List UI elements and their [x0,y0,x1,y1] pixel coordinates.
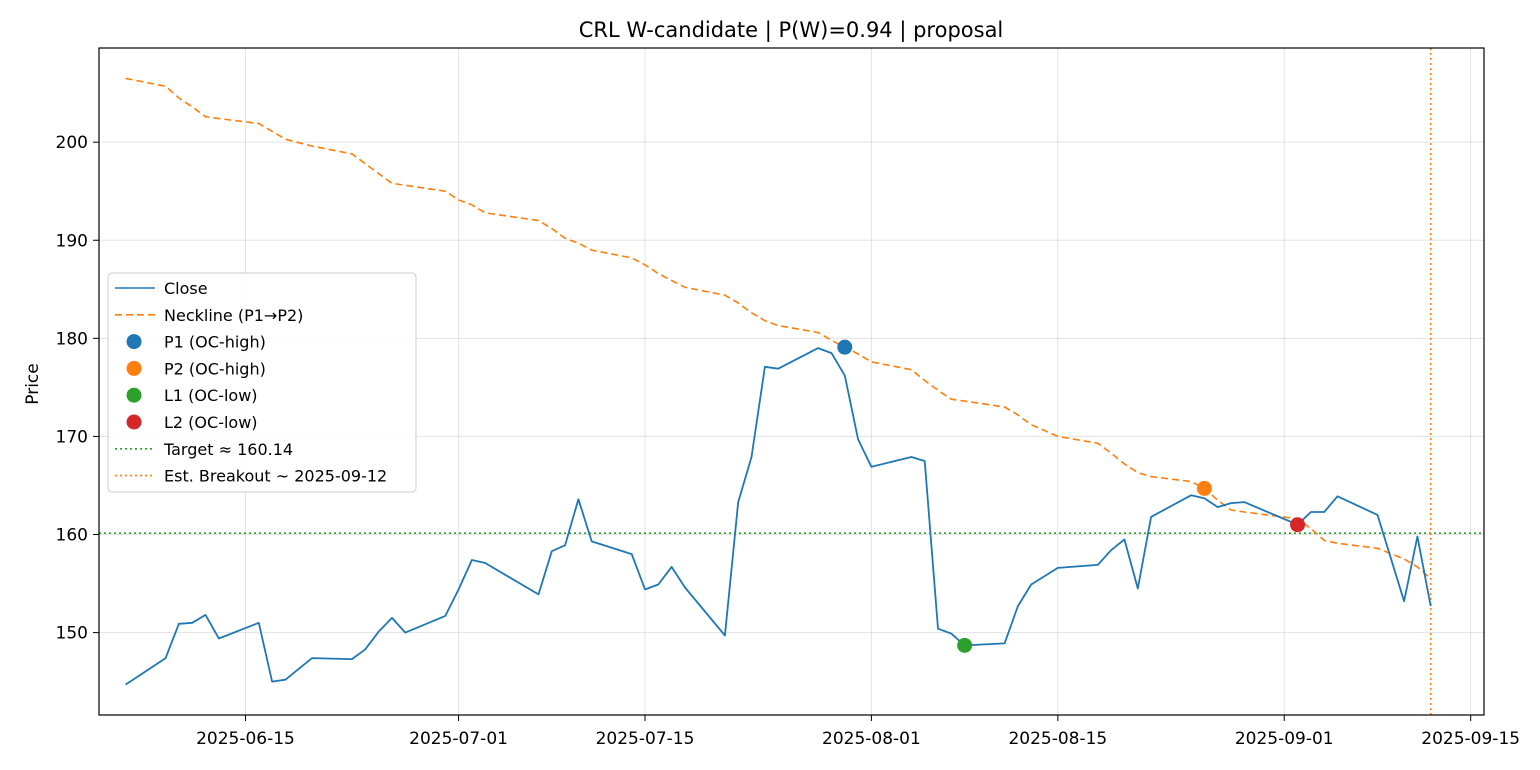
legend-label: Neckline (P1→P2) [164,306,303,325]
legend-label: P1 (OC-high) [164,333,266,352]
marker-l1 [957,637,973,653]
legend-label: L2 (OC-low) [164,413,258,432]
legend-label: Est. Breakout ~ 2025-09-12 [164,467,387,486]
y-tick-label: 180 [56,329,88,349]
x-tick-label: 2025-08-01 [822,729,921,749]
marker-l2 [1290,517,1306,533]
legend-label: L1 (OC-low) [164,386,258,405]
legend-swatch [126,387,142,403]
chart-title: CRL W-candidate | P(W)=0.94 | proposal [579,18,1004,43]
close-series [125,347,1432,686]
y-tick-label: 200 [56,133,88,153]
legend-label: Target ≈ 160.14 [163,440,293,459]
plot-frame [98,47,1485,716]
y-tick-label: 150 [56,624,88,644]
legend-swatch [126,360,142,376]
point-markers [837,339,1306,653]
legend-label: Close [164,279,208,298]
marker-p1 [837,339,853,355]
y-axis-label: Price [23,363,43,404]
y-tick-label: 190 [56,231,88,251]
legend-swatch [126,414,142,430]
x-tick-label: 2025-09-01 [1235,729,1334,749]
legend: Close Neckline (P1→P2) P1 (OC-high) P2 (OC-… [107,272,417,493]
x-tick-label: 2025-07-15 [596,729,695,749]
x-tick-label: 2025-06-15 [196,729,295,749]
legend-box [107,272,417,493]
marker-p2 [1196,480,1212,496]
y-tick-label: 170 [56,427,88,447]
x-tick-label: 2025-08-15 [1008,729,1107,749]
legend-label: P2 (OC-high) [164,359,266,378]
x-tick-label: 2025-07-01 [409,729,508,749]
y-tick-label: 160 [56,526,88,546]
legend-swatch [126,334,142,350]
x-tick-label: 2025-09-15 [1421,729,1520,749]
axis-ticks: 2025-06-15 2025-07-01 2025-07-15 2025-08-01… [56,133,1521,749]
